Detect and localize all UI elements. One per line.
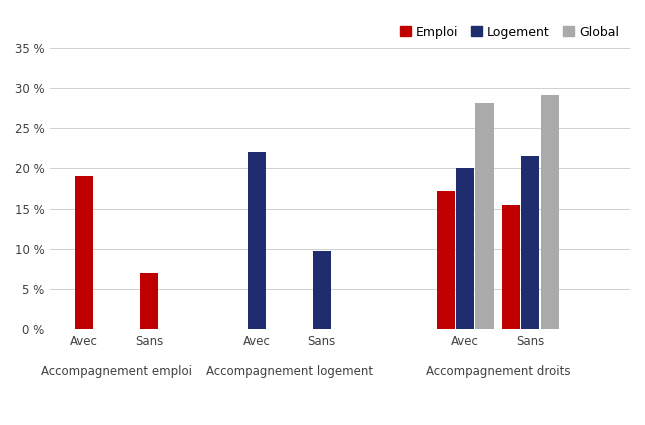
Bar — [502, 205, 520, 329]
Bar — [475, 102, 493, 329]
Text: Accompagnement droits: Accompagnement droits — [426, 366, 570, 379]
Bar — [313, 251, 331, 329]
Bar — [456, 168, 475, 329]
Bar — [521, 156, 539, 329]
Text: Accompagnement emploi: Accompagnement emploi — [41, 366, 192, 379]
Bar — [541, 95, 559, 329]
Bar — [140, 273, 158, 329]
Text: Accompagnement logement: Accompagnement logement — [206, 366, 373, 379]
Bar — [248, 153, 266, 329]
Bar — [75, 176, 93, 329]
Bar — [437, 191, 455, 329]
Legend: Emploi, Logement, Global: Emploi, Logement, Global — [395, 20, 624, 43]
